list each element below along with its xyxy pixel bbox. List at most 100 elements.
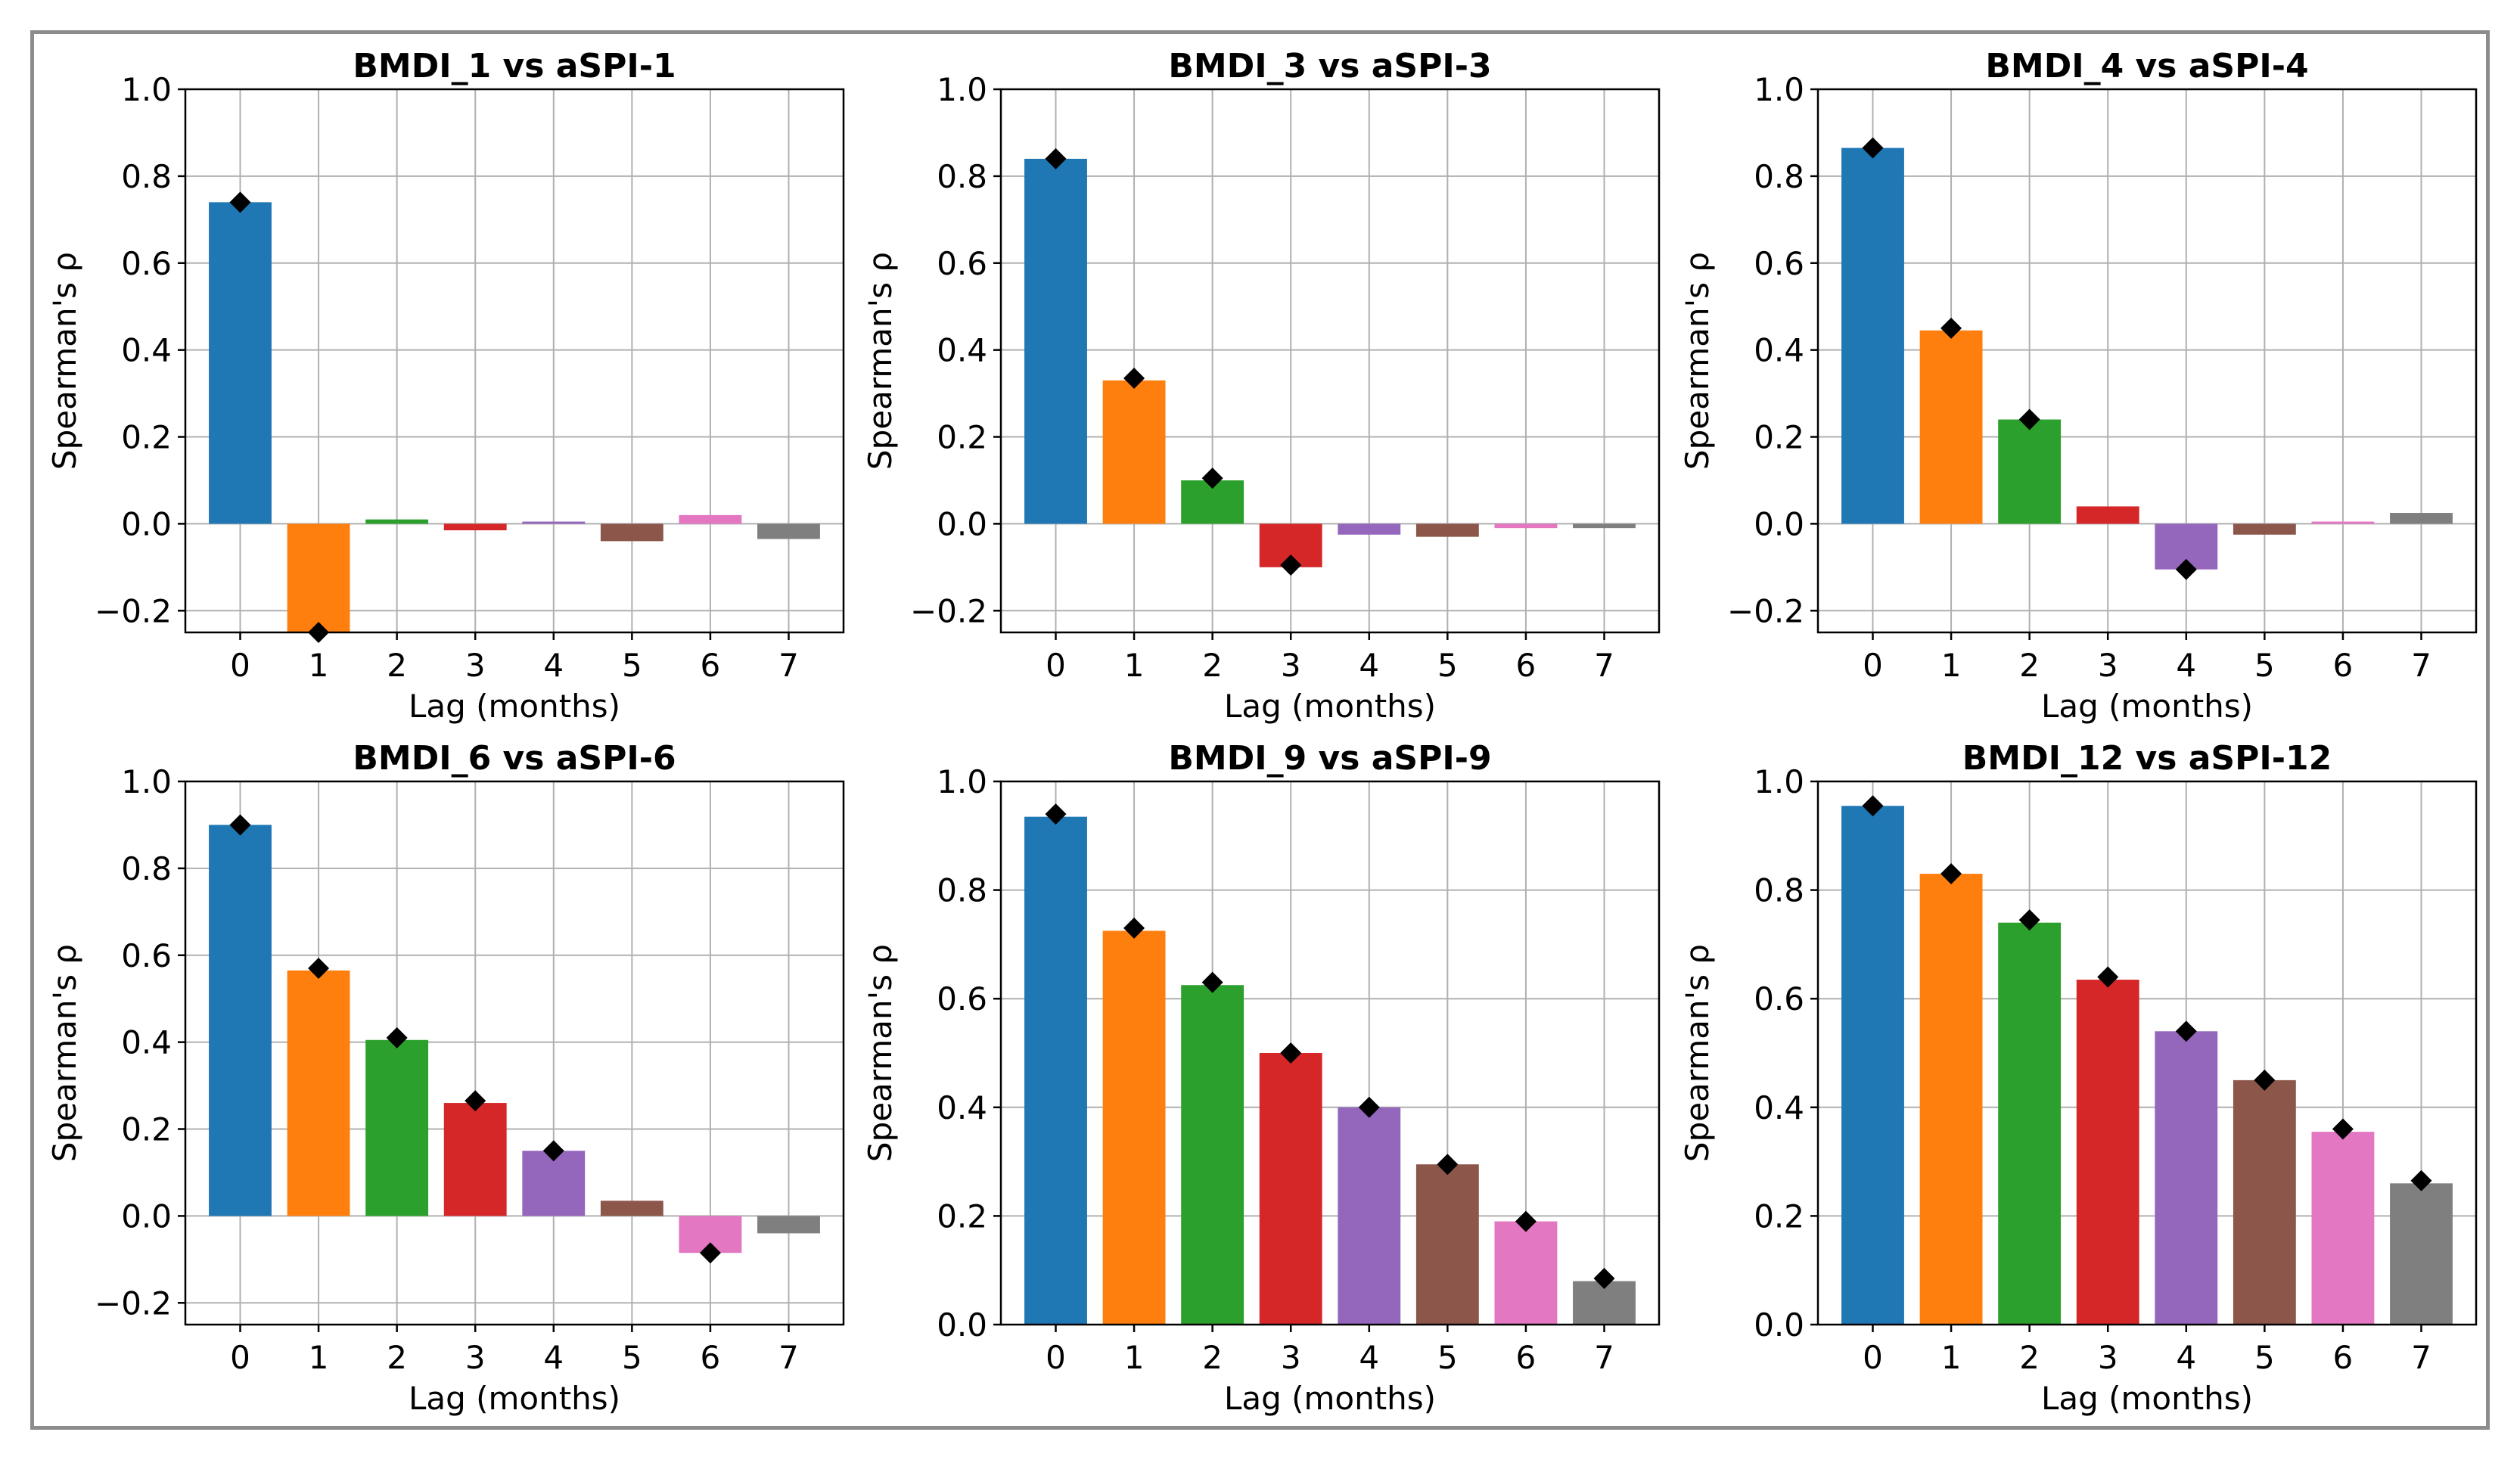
y-axis-label: Spearman's ρ: [46, 944, 83, 1162]
y-tick-label: 0.0: [1754, 505, 1804, 542]
marker-lag-3: [1280, 554, 1302, 576]
x-tick-label: 1: [1124, 647, 1145, 684]
x-tick-label: 6: [1516, 1339, 1537, 1376]
x-tick-label: 1: [1124, 1339, 1145, 1376]
x-axis-label: Lag (months): [2041, 1380, 2253, 1417]
y-tick-label: 0.2: [121, 419, 172, 456]
bar-lag-1: [287, 970, 350, 1216]
x-tick-label: 3: [1281, 647, 1301, 684]
x-tick-label: 2: [1202, 1339, 1223, 1376]
y-axis-label: Spearman's ρ: [1679, 944, 1716, 1162]
x-tick-label: 4: [543, 1339, 564, 1376]
x-tick-label: 5: [1437, 647, 1458, 684]
x-tick-label: 5: [2254, 647, 2275, 684]
marker-lag-2: [2018, 909, 2040, 931]
bar-lag-7: [757, 523, 820, 539]
bars-group: [1024, 816, 1636, 1325]
marker-lag-5: [1437, 1154, 1459, 1176]
chart-title: BMDI_12 vs aSPI-12: [1962, 739, 2332, 778]
x-tick-label: 7: [2411, 1339, 2431, 1376]
bar-lag-5: [600, 1201, 663, 1216]
y-tick-label: 0.4: [937, 332, 987, 369]
bar-lag-7: [2390, 513, 2453, 524]
bar-lag-4: [1338, 523, 1401, 535]
x-tick-label: 0: [1863, 1339, 1883, 1376]
bar-lag-6: [1494, 1221, 1558, 1325]
marker-lag-0: [1862, 795, 1884, 817]
y-tick-label: 1.0: [1754, 71, 1804, 108]
bar-lag-4: [522, 521, 586, 524]
bar-lag-4: [1338, 1107, 1401, 1325]
chart-title: BMDI_9 vs aSPI-9: [1168, 739, 1491, 778]
marker-lag-0: [1045, 148, 1067, 169]
bar-lag-2: [1181, 985, 1244, 1325]
x-tick-label: 6: [1516, 647, 1537, 684]
axes-frame: [1816, 88, 2478, 634]
chart-title: BMDI_4 vs aSPI-4: [1985, 47, 2308, 85]
marker-lag-1: [1940, 317, 1962, 339]
marker-lag-3: [1280, 1042, 1302, 1064]
marker-lag-6: [699, 1242, 721, 1264]
y-tick-label: 0.6: [937, 980, 987, 1017]
x-tick-label: 3: [2098, 1339, 2118, 1376]
y-tick-label: 0.8: [1754, 872, 1804, 909]
bar-lag-1: [1102, 930, 1166, 1325]
x-tick-label: 2: [387, 1339, 407, 1376]
chart-panel-5: 0.0 0.2 0.4 0.6 0.8 1.0 0 1 2 3 4 5 6 7 BMDI_9 vs aSPI…: [862, 739, 1661, 1417]
y-tick-label: 0.8: [121, 158, 172, 195]
marker-lag-0: [229, 814, 251, 836]
x-tick-label: 5: [622, 1339, 642, 1376]
chart-title: BMDI_6 vs aSPI-6: [353, 739, 676, 778]
chart-panel-2: −0.2 0.0 0.2 0.4 0.6 0.8 1.0 0 1 2 3 4 5 6 7 BMDI_3 vs …: [862, 47, 1661, 725]
marker-lag-4: [1358, 1096, 1380, 1118]
marker-lag-4: [2175, 558, 2197, 580]
y-tick-label: 0.0: [121, 1198, 172, 1235]
bar-lag-7: [757, 1216, 820, 1234]
x-tick-label: 4: [543, 647, 564, 684]
bar-lag-4: [2155, 1031, 2218, 1325]
x-tick-label: 0: [1863, 647, 1883, 684]
x-tick-label: 6: [2333, 647, 2354, 684]
y-tick-label: −0.2: [95, 592, 172, 629]
x-tick-label: 3: [465, 1339, 486, 1376]
axes-frame: [1816, 780, 2478, 1326]
y-tick-label: 0.2: [937, 419, 987, 456]
y-tick-label: 0.8: [937, 158, 987, 195]
x-tick-label: 3: [1281, 1339, 1301, 1376]
bar-lag-0: [209, 202, 272, 524]
x-tick-label: 1: [1941, 1339, 1962, 1376]
y-axis-label: Spearman's ρ: [862, 252, 899, 470]
bar-lag-1: [1919, 330, 1983, 524]
marker-lag-2: [1201, 971, 1223, 993]
marker-lag-0: [1862, 137, 1884, 159]
bar-lag-2: [1998, 922, 2062, 1325]
bar-lag-5: [2233, 1079, 2296, 1325]
axes-frame: [999, 780, 1661, 1326]
bar-lag-3: [1259, 1053, 1322, 1325]
x-tick-label: 0: [1046, 647, 1066, 684]
y-tick-label: 0.4: [121, 332, 172, 369]
bar-lag-5: [1415, 1164, 1479, 1325]
y-tick-label: 1.0: [1754, 763, 1804, 800]
bar-lag-3: [2076, 506, 2139, 524]
chart-title: BMDI_3 vs aSPI-3: [1168, 47, 1491, 85]
x-tick-label: 4: [1359, 647, 1379, 684]
x-tick-label: 4: [1359, 1339, 1379, 1376]
bar-lag-7: [2390, 1183, 2453, 1325]
y-tick-label: −0.2: [1727, 592, 1804, 629]
y-tick-label: 0.8: [1754, 158, 1804, 195]
x-tick-label: 5: [622, 647, 642, 684]
y-tick-label: −0.2: [95, 1284, 172, 1322]
bar-lag-3: [443, 1103, 507, 1216]
bars-group: [209, 202, 820, 632]
bar-lag-2: [365, 519, 429, 524]
x-tick-label: 4: [2176, 1339, 2196, 1376]
marker-lag-1: [1123, 367, 1145, 389]
x-tick-label: 7: [1594, 1339, 1614, 1376]
axes-frame: [184, 780, 845, 1326]
marker-lag-3: [465, 1090, 486, 1112]
y-tick-label: 0.0: [937, 505, 987, 542]
bar-lag-6: [679, 514, 742, 524]
x-tick-label: 0: [1046, 1339, 1066, 1376]
x-tick-label: 2: [1202, 647, 1223, 684]
